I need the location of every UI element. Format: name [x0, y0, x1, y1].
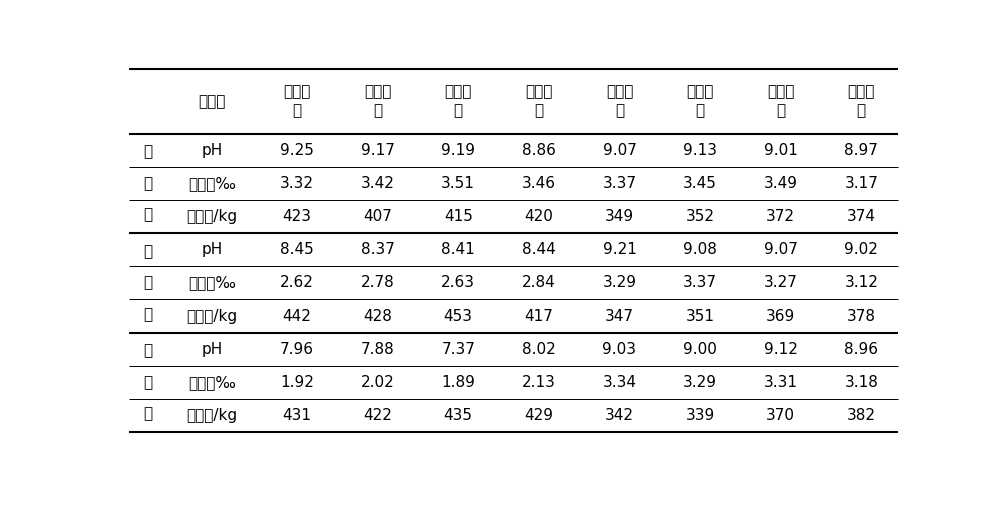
Text: 试验区
八: 试验区 八 — [848, 85, 875, 118]
Text: 347: 347 — [605, 309, 634, 323]
Text: 9.03: 9.03 — [602, 342, 636, 356]
Text: 3.31: 3.31 — [764, 375, 798, 390]
Text: 382: 382 — [847, 408, 876, 423]
Text: 8.96: 8.96 — [844, 342, 878, 356]
Text: 9.07: 9.07 — [603, 143, 636, 158]
Text: 亩产量/kg: 亩产量/kg — [187, 209, 238, 224]
Text: 8.45: 8.45 — [280, 242, 314, 257]
Text: 第: 第 — [144, 307, 153, 322]
Text: 351: 351 — [686, 309, 715, 323]
Text: 422: 422 — [363, 408, 392, 423]
Text: 431: 431 — [283, 408, 312, 423]
Text: 428: 428 — [363, 309, 392, 323]
Text: 试验区
三: 试验区 三 — [445, 85, 472, 118]
Text: 9.08: 9.08 — [683, 242, 717, 257]
Text: 1.89: 1.89 — [441, 375, 475, 390]
Text: 2.78: 2.78 — [361, 276, 395, 290]
Text: 3.17: 3.17 — [844, 176, 878, 191]
Text: 8.44: 8.44 — [522, 242, 556, 257]
Text: 含盐量‰: 含盐量‰ — [188, 176, 236, 191]
Text: 442: 442 — [283, 309, 311, 323]
Text: 试验区
七: 试验区 七 — [767, 85, 794, 118]
Text: 3.51: 3.51 — [441, 176, 475, 191]
Text: 试验区
五: 试验区 五 — [606, 85, 633, 118]
Text: 试验区
一: 试验区 一 — [283, 85, 311, 118]
Text: 415: 415 — [444, 209, 473, 224]
Text: 试验区
六: 试验区 六 — [686, 85, 714, 118]
Text: 3.42: 3.42 — [361, 176, 395, 191]
Text: 二: 二 — [144, 276, 153, 290]
Text: 3.18: 3.18 — [844, 375, 878, 390]
Text: 420: 420 — [524, 209, 553, 224]
Text: 352: 352 — [686, 209, 715, 224]
Text: 7.37: 7.37 — [441, 342, 475, 356]
Text: 417: 417 — [524, 309, 553, 323]
Text: 7.96: 7.96 — [280, 342, 314, 356]
Text: 3.46: 3.46 — [522, 176, 556, 191]
Text: 423: 423 — [283, 209, 312, 224]
Text: 3.12: 3.12 — [844, 276, 878, 290]
Text: 378: 378 — [847, 309, 876, 323]
Text: 3.29: 3.29 — [602, 276, 636, 290]
Text: 9.25: 9.25 — [280, 143, 314, 158]
Text: 3.49: 3.49 — [764, 176, 798, 191]
Text: 含盐量‰: 含盐量‰ — [188, 375, 236, 390]
Text: 9.13: 9.13 — [683, 143, 717, 158]
Text: 435: 435 — [444, 408, 473, 423]
Text: 年: 年 — [144, 244, 153, 259]
Text: pH: pH — [202, 143, 223, 158]
Text: 9.21: 9.21 — [603, 242, 636, 257]
Text: 9.01: 9.01 — [764, 143, 798, 158]
Text: 3.37: 3.37 — [683, 276, 717, 290]
Text: 7.88: 7.88 — [361, 342, 395, 356]
Text: 3.27: 3.27 — [764, 276, 798, 290]
Text: 3.29: 3.29 — [683, 375, 717, 390]
Text: 亩产量/kg: 亩产量/kg — [187, 309, 238, 323]
Text: 2.13: 2.13 — [522, 375, 556, 390]
Text: 试验区
四: 试验区 四 — [525, 85, 553, 118]
Text: 339: 339 — [685, 408, 715, 423]
Text: 3.37: 3.37 — [602, 176, 636, 191]
Text: 349: 349 — [605, 209, 634, 224]
Text: 2.84: 2.84 — [522, 276, 556, 290]
Text: 429: 429 — [524, 408, 553, 423]
Text: 8.41: 8.41 — [441, 242, 475, 257]
Text: 三: 三 — [144, 375, 153, 390]
Text: 8.37: 8.37 — [361, 242, 395, 257]
Text: 含盐量‰: 含盐量‰ — [188, 276, 236, 290]
Text: pH: pH — [202, 342, 223, 356]
Text: 一: 一 — [144, 176, 153, 191]
Text: 3.45: 3.45 — [683, 176, 717, 191]
Text: 2.02: 2.02 — [361, 375, 395, 390]
Text: 年: 年 — [144, 144, 153, 160]
Text: 第: 第 — [144, 207, 153, 223]
Text: 407: 407 — [363, 209, 392, 224]
Text: 370: 370 — [766, 408, 795, 423]
Text: 453: 453 — [444, 309, 473, 323]
Text: 8.02: 8.02 — [522, 342, 556, 356]
Text: 8.86: 8.86 — [522, 143, 556, 158]
Text: 9.17: 9.17 — [361, 143, 395, 158]
Text: 8.97: 8.97 — [844, 143, 878, 158]
Text: 第: 第 — [144, 406, 153, 422]
Text: 374: 374 — [847, 209, 876, 224]
Text: 年: 年 — [144, 343, 153, 359]
Text: 2.62: 2.62 — [280, 276, 314, 290]
Text: 369: 369 — [766, 309, 795, 323]
Text: 372: 372 — [766, 209, 795, 224]
Text: 1.92: 1.92 — [280, 375, 314, 390]
Text: 9.00: 9.00 — [683, 342, 717, 356]
Text: 3.34: 3.34 — [602, 375, 636, 390]
Text: 9.07: 9.07 — [764, 242, 798, 257]
Text: 342: 342 — [605, 408, 634, 423]
Text: 亩产量/kg: 亩产量/kg — [187, 408, 238, 423]
Text: 试验区
二: 试验区 二 — [364, 85, 391, 118]
Text: 9.19: 9.19 — [441, 143, 475, 158]
Text: 9.12: 9.12 — [764, 342, 798, 356]
Text: 2.63: 2.63 — [441, 276, 475, 290]
Text: 对比项: 对比项 — [198, 94, 226, 109]
Text: pH: pH — [202, 242, 223, 257]
Text: 3.32: 3.32 — [280, 176, 314, 191]
Text: 9.02: 9.02 — [844, 242, 878, 257]
